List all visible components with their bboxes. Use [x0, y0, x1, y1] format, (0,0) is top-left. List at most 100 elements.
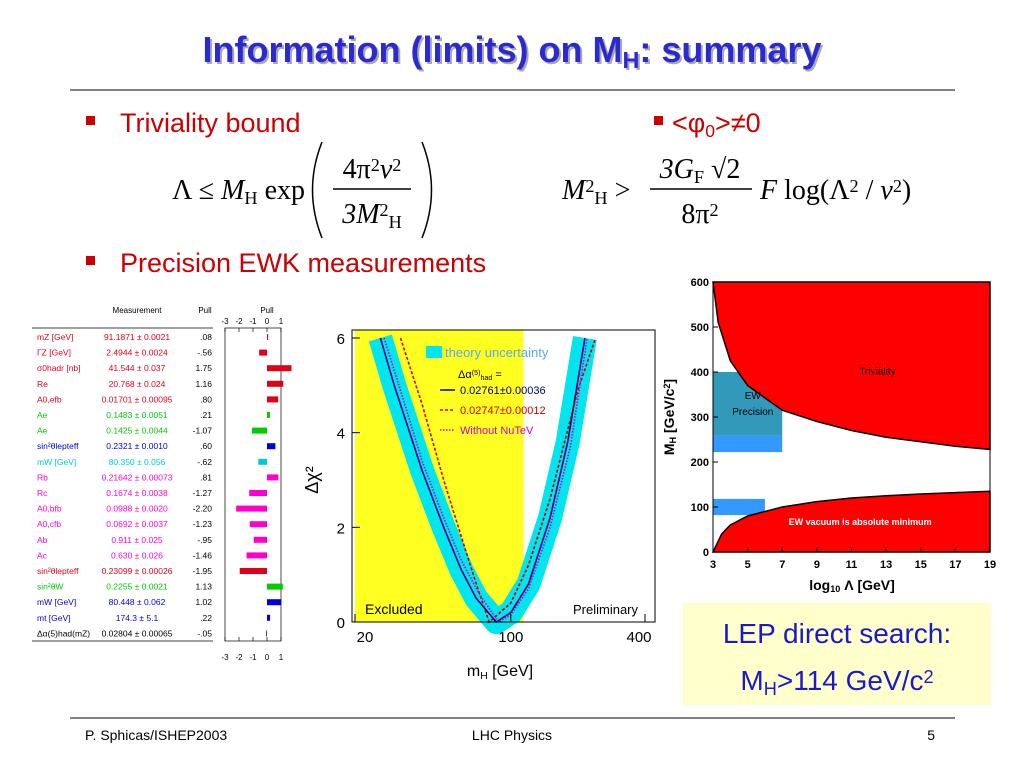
- row-name: Δα(5)had(mZ): [37, 628, 90, 638]
- row-pull: -1.23: [193, 519, 213, 529]
- x-tick-label: 19: [984, 559, 996, 571]
- formula: 3M2H: [341, 199, 402, 232]
- pull-bar: [246, 552, 267, 559]
- x-axis-label-part: 10: [830, 584, 840, 594]
- formula-part: √2: [704, 154, 740, 185]
- x-tick-label: 0: [265, 317, 270, 326]
- legend-label: 0.02747±0.00012: [460, 405, 546, 417]
- row-value: 0.2321 ± 0.0010: [106, 441, 168, 451]
- x-tick-label: -3: [221, 653, 229, 662]
- footer-text: LHC Physics: [472, 727, 552, 743]
- pull-bar: [249, 521, 267, 528]
- formula-part: F: [759, 175, 778, 206]
- formula-part: 3G: [659, 154, 694, 185]
- row-pull: .81: [200, 472, 212, 482]
- region-label: EW: [745, 391, 762, 402]
- table-header: Measurement: [113, 306, 163, 315]
- legend-title-part: Δα: [458, 369, 472, 381]
- pull-bar: [259, 349, 267, 356]
- lep-text-part: M: [740, 665, 763, 696]
- formula: 3GF √2: [659, 154, 741, 187]
- pull-bar: [267, 599, 282, 606]
- y-tick-label: 600: [691, 277, 709, 289]
- row-name: mW [GeV]: [37, 597, 76, 607]
- pull-frame: [224, 327, 282, 642]
- pull-bar: [267, 365, 292, 372]
- pull-bar: [267, 443, 276, 450]
- footer-text: P. Sphicas/ISHEP2003: [85, 727, 227, 743]
- y-axis-label: Δχ²: [302, 466, 322, 493]
- bullet-text-part: <φ: [672, 108, 705, 138]
- formula-part: 2: [710, 200, 719, 220]
- row-value: 20.768 ± 0.024: [109, 379, 166, 389]
- row-pull: 1.75: [195, 363, 212, 373]
- formula: Λ ≤ MH exp: [172, 175, 305, 208]
- row-pull: -2.20: [193, 504, 213, 514]
- x-tick-label: 3: [710, 559, 716, 571]
- lep-text: LEP direct search:: [723, 618, 951, 649]
- row-pull: 1.13: [195, 582, 212, 592]
- x-axis-label-part: log: [809, 577, 830, 593]
- row-name: mW [GeV]: [37, 457, 76, 467]
- row-pull: -1.46: [193, 550, 213, 560]
- x-tick-label: 11: [846, 559, 858, 571]
- formula-part: 2: [850, 176, 859, 196]
- row-name: A0,cfb: [37, 519, 61, 529]
- y-tick-label: 4: [337, 426, 345, 443]
- row-value: 0.1425 ± 0.0044: [106, 426, 168, 436]
- legend-title-part: (5): [472, 369, 481, 377]
- x-tick-label: 5: [745, 559, 751, 571]
- bullet: [654, 116, 663, 125]
- row-value: 80.350 ± 0.056: [109, 457, 166, 467]
- row-pull: .21: [200, 410, 212, 420]
- paren: [421, 141, 433, 239]
- lep-text-part: 2: [923, 667, 933, 687]
- y-tick-label: 200: [691, 457, 709, 469]
- row-name: Ab: [37, 535, 48, 545]
- paren: [311, 141, 323, 239]
- formula-part: 8π: [681, 199, 709, 230]
- x-tick-label: 15: [915, 559, 927, 571]
- formula-part: 2: [893, 176, 902, 196]
- legend-title-part: had: [480, 374, 492, 382]
- legend-label: theory uncertainty: [445, 345, 549, 360]
- x-tick-label: -2: [235, 317, 243, 326]
- y-tick-label: 6: [337, 331, 345, 348]
- x-tick-label: -3: [221, 317, 229, 326]
- region-label: EW vacuum is absolute minimum: [789, 517, 932, 527]
- x-tick-label: -2: [235, 653, 243, 662]
- row-name: mZ [GeV]: [37, 332, 73, 342]
- pull-bar: [236, 505, 267, 512]
- legend-title-part: =: [492, 369, 501, 381]
- bullet-text: <φ0>≠0: [672, 108, 761, 141]
- formula-part: /: [859, 175, 881, 206]
- row-pull: .80: [200, 394, 212, 404]
- row-pull: .08: [200, 332, 212, 342]
- y-axis-label: MH [GeV/c2]: [661, 379, 678, 455]
- x-tick-label: -1: [249, 653, 257, 662]
- y-tick-label: 0: [337, 615, 345, 632]
- row-value: 41.544 ± 0.037: [109, 363, 166, 373]
- y-axis-label-part: M: [661, 443, 677, 455]
- lep-box: [683, 603, 991, 705]
- lep-text-part: LEP direct search:: [723, 618, 951, 649]
- pull-bar: [267, 412, 270, 418]
- x-axis-label-part: Λ [GeV]: [840, 577, 894, 593]
- x-axis-label-part: H: [480, 671, 488, 682]
- row-name: A0,efb: [37, 394, 62, 404]
- row-value: 0.01701 ± 0.00095: [102, 394, 173, 404]
- region-label: Excluded: [365, 601, 423, 617]
- formula-part: 2: [380, 200, 389, 220]
- y-axis-label-part: [GeV/c: [661, 388, 677, 436]
- pull-bar: [253, 536, 267, 543]
- bullet: [86, 256, 95, 265]
- legend-label: 0.02761±0.00036: [460, 385, 546, 397]
- row-name: Re: [37, 379, 48, 389]
- x-axis-label-part: m: [467, 663, 480, 680]
- row-value: 0.911 ± 0.025: [111, 535, 163, 545]
- y-axis-label-part: H: [668, 437, 678, 444]
- row-value: 91.1871 ± 0.0021: [104, 332, 170, 342]
- formula-part: v: [380, 154, 393, 185]
- table-header: Pull: [198, 306, 212, 315]
- region-label: Precision: [732, 407, 773, 418]
